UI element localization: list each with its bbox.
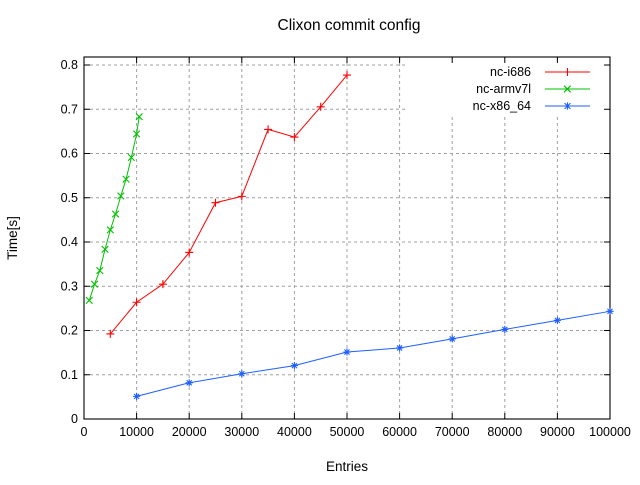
svg-text:80000: 80000 xyxy=(487,425,522,439)
svg-text:60000: 60000 xyxy=(382,425,417,439)
svg-text:30000: 30000 xyxy=(224,425,259,439)
svg-text:0: 0 xyxy=(71,412,78,426)
svg-text:0.5: 0.5 xyxy=(61,191,78,205)
svg-text:0.4: 0.4 xyxy=(61,235,78,249)
svg-text:90000: 90000 xyxy=(540,425,575,439)
svg-text:0: 0 xyxy=(81,425,88,439)
svg-text:0.6: 0.6 xyxy=(61,147,78,161)
svg-text:50000: 50000 xyxy=(330,425,365,439)
svg-text:nc-i686: nc-i686 xyxy=(490,65,531,79)
svg-text:100000: 100000 xyxy=(589,425,631,439)
svg-text:70000: 70000 xyxy=(435,425,470,439)
svg-text:Time[s]: Time[s] xyxy=(5,216,20,260)
svg-text:0.2: 0.2 xyxy=(61,324,78,338)
svg-text:Clixon commit config: Clixon commit config xyxy=(278,17,421,34)
svg-text:0.1: 0.1 xyxy=(61,368,78,382)
svg-text:0.7: 0.7 xyxy=(61,102,78,116)
svg-text:40000: 40000 xyxy=(277,425,312,439)
svg-text:20000: 20000 xyxy=(172,425,207,439)
svg-text:Entries: Entries xyxy=(326,459,368,474)
svg-text:nc-x86_64: nc-x86_64 xyxy=(473,99,531,113)
svg-text:0.8: 0.8 xyxy=(61,58,78,72)
svg-text:10000: 10000 xyxy=(119,425,154,439)
svg-text:0.3: 0.3 xyxy=(61,279,78,293)
svg-text:nc-armv7l: nc-armv7l xyxy=(476,82,531,96)
